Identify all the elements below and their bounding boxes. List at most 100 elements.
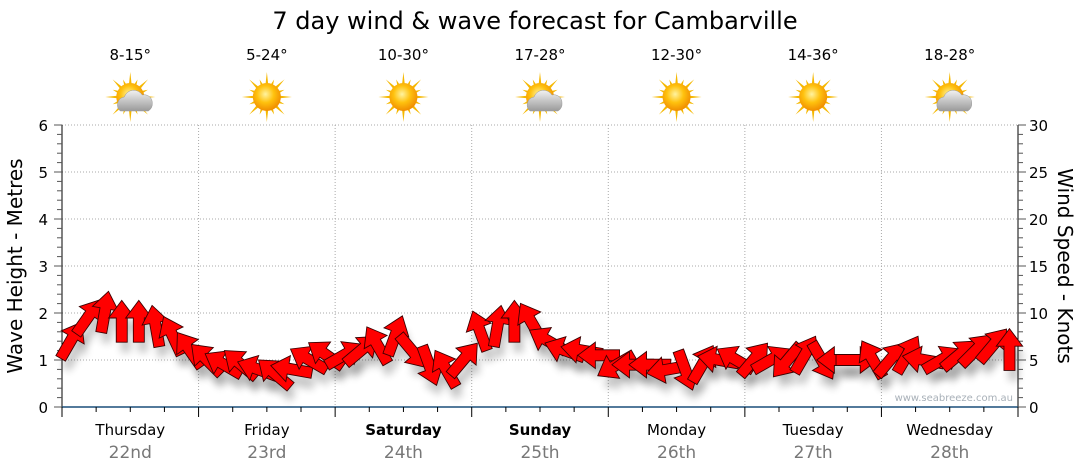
- wind-arrow-shadow: [980, 342, 1010, 375]
- sun-ray: [401, 108, 405, 122]
- y2-tick-label: 5: [1029, 352, 1039, 370]
- sun-ray: [378, 95, 392, 99]
- wind-arrow: [465, 310, 493, 353]
- sunny-icon: [378, 72, 429, 122]
- day-name: Thursday: [94, 421, 165, 439]
- y-tick-label: 3: [38, 258, 48, 276]
- wind-arrow: [363, 326, 394, 367]
- sun-ray: [811, 108, 815, 122]
- y2-tick-label: 15: [1029, 258, 1048, 276]
- sun-ray: [128, 108, 132, 122]
- sun-ray: [675, 108, 679, 122]
- sunny-icon: [241, 72, 292, 122]
- sun-ray: [274, 79, 285, 90]
- y2-axis-label: Wind Speed - Knots: [1053, 168, 1077, 364]
- day-date: 28th: [930, 443, 969, 463]
- day-name: Monday: [647, 421, 706, 439]
- sun-ray: [538, 72, 542, 86]
- chart-title: 7 day wind & wave forecast for Cambarvil…: [272, 7, 797, 35]
- wind-arrow: [995, 327, 1024, 371]
- sun-ray: [401, 72, 405, 86]
- sun-ray: [948, 72, 952, 86]
- sun-ray: [410, 79, 422, 90]
- sun-ray: [538, 108, 542, 122]
- sun-ray: [415, 95, 429, 99]
- sun-ray: [274, 104, 285, 115]
- day-temp: 5-24°: [246, 46, 288, 64]
- y2-tick-label: 25: [1029, 164, 1048, 182]
- sun-ray: [385, 104, 397, 115]
- cloud-shape: [936, 89, 972, 112]
- sun-ray: [651, 95, 665, 99]
- day-name: Sunday: [509, 421, 572, 439]
- day-name: Friday: [244, 421, 290, 439]
- sun-ray: [683, 79, 695, 90]
- y2-tick-label: 0: [1029, 399, 1039, 417]
- sun-ray: [241, 95, 255, 99]
- sun-ray: [265, 108, 269, 122]
- cloud-shape: [117, 89, 153, 112]
- wind-arrow: [577, 341, 620, 370]
- day-temp: 14-36°: [788, 46, 839, 64]
- sun-ray: [105, 95, 119, 99]
- sun-ray: [658, 104, 670, 115]
- day-name: Tuesday: [782, 421, 844, 439]
- sun-ray: [522, 79, 533, 90]
- sun-ray: [265, 72, 269, 86]
- sun-ray: [948, 108, 952, 122]
- wind-arrow: [431, 349, 462, 390]
- sun-ray: [820, 104, 831, 115]
- sun-ray: [795, 79, 806, 90]
- sun-ray: [795, 104, 806, 115]
- day-name: Wednesday: [906, 421, 993, 439]
- wind-arrow: [270, 354, 314, 383]
- sunny-icon: [651, 72, 702, 122]
- sun-ray: [278, 95, 292, 99]
- y2-tick-label: 30: [1029, 117, 1048, 135]
- day-date: 26th: [657, 443, 696, 463]
- day-date: 24th: [384, 443, 423, 463]
- day-temp: 10-30°: [378, 46, 429, 64]
- y-axis-label: Wave Height - Metres: [3, 158, 27, 373]
- sun-disc: [799, 83, 828, 111]
- sunny-icon: [788, 72, 839, 122]
- watermark: www.seabreeze.com.au: [895, 393, 1013, 404]
- day-temp: 12-30°: [651, 46, 702, 64]
- sun-ray: [688, 95, 702, 99]
- y2-tick-label: 20: [1029, 211, 1048, 229]
- day-date: 22nd: [109, 443, 152, 463]
- y-tick-label: 6: [38, 117, 48, 135]
- sun-ray: [825, 95, 839, 99]
- partly-cloudy-icon: [105, 72, 156, 122]
- sun-ray: [675, 72, 679, 86]
- y-tick-label: 2: [38, 305, 48, 323]
- sun-disc: [389, 83, 418, 111]
- partly-cloudy-icon: [515, 72, 565, 122]
- y-tick-label: 5: [38, 164, 48, 182]
- sun-disc: [252, 83, 281, 111]
- y-tick-label: 0: [38, 399, 48, 417]
- sun-ray: [932, 79, 943, 90]
- sun-ray: [788, 95, 802, 99]
- wind-arrow: [445, 342, 478, 380]
- day-name: Saturday: [365, 421, 442, 439]
- sun-ray: [410, 104, 422, 115]
- wind-arrow-shadow: [61, 335, 87, 372]
- y-tick-label: 4: [38, 211, 48, 229]
- y2-tick-label: 10: [1029, 305, 1048, 323]
- sun-ray: [811, 72, 815, 86]
- sun-ray: [658, 79, 670, 90]
- sun-ray: [249, 104, 260, 115]
- y-tick-label: 1: [38, 352, 48, 370]
- sun-disc: [662, 83, 691, 111]
- day-date: 27th: [794, 443, 833, 463]
- sun-ray: [515, 95, 529, 99]
- day-temp: 8-15°: [110, 46, 152, 64]
- sun-ray: [547, 79, 558, 90]
- sun-ray: [128, 72, 132, 86]
- sun-ray: [137, 79, 148, 90]
- partly-cloudy-icon: [924, 72, 975, 122]
- sun-ray: [385, 79, 397, 90]
